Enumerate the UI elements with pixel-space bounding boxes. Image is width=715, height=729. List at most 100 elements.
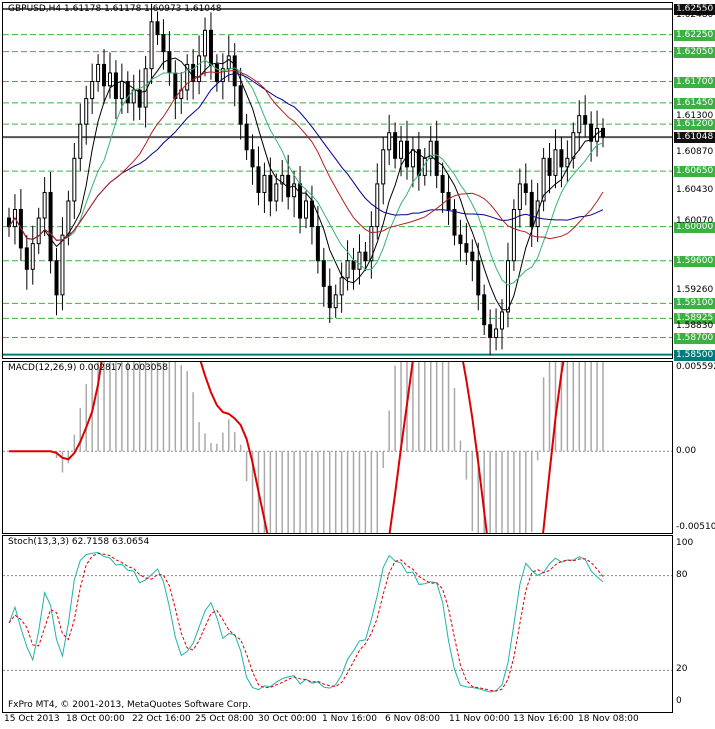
candle-body (375, 183, 380, 228)
time-tick-label: 13 Nov 16:00 (513, 714, 574, 724)
candle-body (143, 68, 148, 108)
candle-body (321, 260, 326, 287)
candle-body (42, 191, 47, 219)
candle-body (458, 234, 463, 245)
level-label: 1.61048 (674, 132, 715, 144)
candle-body (446, 191, 451, 211)
candle-body (137, 89, 142, 108)
candle-body (511, 209, 516, 262)
candle-body (541, 157, 546, 202)
time-tick-label: 6 Nov 08:00 (385, 714, 440, 724)
candle-body (54, 260, 59, 296)
macd-chart (3, 362, 672, 533)
candle-body (589, 123, 594, 142)
candle-body (363, 251, 368, 262)
candle-body (155, 21, 160, 36)
candle-body (547, 157, 552, 176)
candle-body (197, 55, 202, 83)
candle-body (369, 226, 374, 262)
stoch-chart (3, 551, 672, 693)
candle-body (399, 140, 404, 159)
candle-body (452, 209, 457, 236)
ma-mid-line (8, 59, 604, 286)
candle-body (280, 174, 285, 185)
candle-body (167, 51, 172, 74)
candle-body (476, 260, 481, 296)
time-tick-label: 11 Nov 00:00 (449, 714, 510, 724)
candle-body (381, 149, 386, 185)
stoch-tick-label: 100 (676, 538, 694, 548)
time-tick-label: 18 Oct 00:00 (66, 714, 125, 724)
candle-body (488, 324, 493, 339)
candle-body (517, 183, 522, 211)
price-chart (3, 3, 672, 356)
macd-tick-label: 0.005592 (676, 361, 715, 372)
level-label: 1.60650 (674, 166, 715, 178)
candle-body (345, 260, 350, 279)
candle-body (250, 149, 255, 168)
candle-body (191, 63, 196, 83)
macd-axis: 0.005592 0.00 -0.005104 (672, 361, 715, 534)
stoch-signal-line (8, 552, 604, 692)
candle-body (583, 115, 588, 125)
candle-body (523, 183, 528, 193)
candle-body (244, 123, 249, 151)
candle-body (292, 183, 297, 198)
candle-body (185, 63, 190, 91)
level-label: 1.61450 (674, 97, 715, 109)
candle-body (268, 174, 273, 202)
candle-body (238, 85, 243, 125)
stoch-title: Stoch(13,3,3) 62.7158 63.0654 (8, 537, 150, 547)
candle-body (36, 217, 41, 245)
candle-body (351, 260, 356, 270)
level-label: 1.62550 (674, 3, 715, 15)
candle-body (220, 68, 225, 83)
candle-body (571, 132, 576, 159)
candle-body (173, 72, 178, 100)
candle-body (393, 132, 398, 159)
candle-body (559, 149, 564, 168)
level-label: 1.58925 (674, 313, 715, 325)
candle-body (565, 157, 570, 168)
stoch-tick-label: 20 (676, 664, 688, 675)
candle-body (125, 81, 130, 104)
candle-body (601, 127, 605, 138)
price-axis: 1.62550 1.62250 1.62050 1.61700 1.61450 1.612… (672, 2, 715, 361)
stoch-pane[interactable]: Stoch(13,3,3) 62.7158 63.0654 FxPro MT4,… (2, 535, 673, 713)
candle-body (274, 183, 279, 202)
macd-tick-label: -0.005104 (676, 522, 715, 532)
time-tick-label: 18 Nov 08:00 (578, 714, 639, 724)
price-pane[interactable]: GBPUSD,H4 1.61178 1.61178 1.60973 1.6104… (2, 2, 673, 359)
candle-body (48, 191, 53, 262)
stoch-main-line (8, 551, 604, 693)
candle-body (226, 55, 231, 70)
candle-body (102, 63, 107, 87)
stoch-axis: 100 80 20 0 (672, 535, 715, 713)
candle-body (505, 260, 510, 313)
candle-body (60, 234, 65, 296)
candle-body (66, 200, 71, 236)
candle-body (470, 251, 475, 262)
candle-body (333, 294, 338, 309)
level-label: 1.58500 (674, 349, 715, 361)
price-tick-label: 1.60430 (676, 184, 714, 195)
level-label: 1.59100 (674, 298, 715, 310)
price-tick-label: 1.62480 (676, 9, 714, 20)
candle-body (500, 311, 505, 330)
candle-body (203, 29, 208, 57)
macd-pane[interactable]: MACD(12,26,9) 0.002817 0.003058 (2, 361, 673, 534)
candle-body (428, 140, 433, 159)
copyright-text: FxPro MT4, © 2001-2013, MetaQuotes Softw… (8, 700, 251, 710)
candle-body (416, 149, 421, 176)
time-tick-label: 25 Oct 08:00 (195, 714, 254, 724)
price-tick-label: 1.60870 (676, 147, 714, 158)
candle-body (387, 132, 392, 151)
candle-body (262, 174, 267, 193)
candle-body (84, 98, 89, 125)
candle-body (315, 226, 320, 262)
candle-body (434, 140, 439, 176)
stoch-tick-label: 80 (676, 569, 688, 580)
candle-body (256, 166, 261, 193)
candle-body (410, 149, 415, 168)
